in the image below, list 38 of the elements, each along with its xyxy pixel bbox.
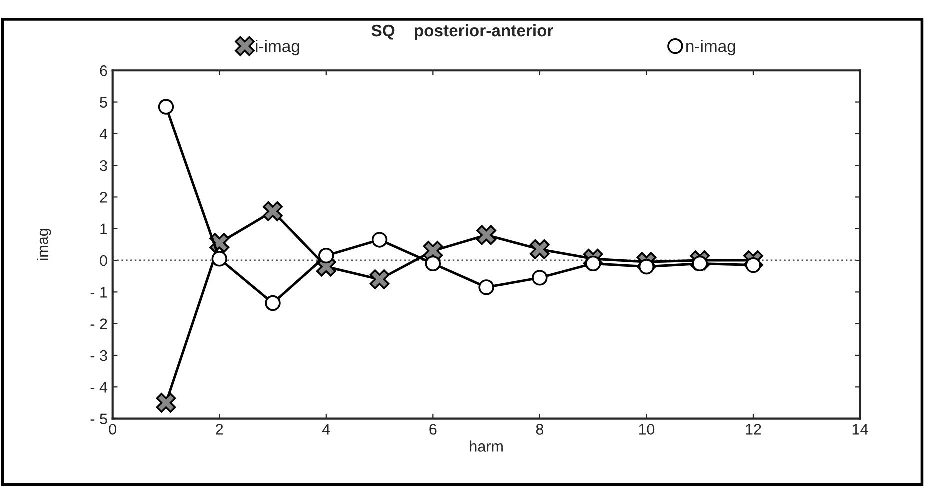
- point: [158, 99, 174, 115]
- x-axis-title: harm: [470, 440, 503, 452]
- point: [156, 393, 176, 413]
- y-tick-label: - 3: [90, 350, 108, 362]
- y-tick-label: 6: [100, 65, 108, 76]
- y-tick-label: - 1: [90, 287, 108, 298]
- y-tick-label: - 2: [90, 318, 108, 330]
- point: [372, 232, 388, 248]
- point: [532, 270, 548, 286]
- y-tick-label: - 5: [90, 414, 108, 425]
- point: [263, 202, 283, 222]
- point: [318, 248, 334, 264]
- point: [478, 280, 494, 296]
- y-tick-label: 0: [100, 255, 108, 266]
- y-axis-title: imag: [37, 229, 52, 260]
- point: [476, 225, 496, 246]
- x-tick-label: 10: [639, 424, 655, 435]
- point: [212, 251, 228, 267]
- chart-title: SQ posterior-anterior: [372, 24, 554, 40]
- x-tick-label: 0: [109, 424, 116, 435]
- x-tick-label: 6: [430, 424, 437, 435]
- point: [530, 240, 550, 260]
- x-tick-label: 8: [536, 424, 544, 435]
- y-tick-label: 4: [100, 128, 108, 140]
- point: [265, 295, 281, 312]
- x-tick-label: 2: [216, 424, 224, 435]
- x-tick-label: 14: [852, 424, 868, 435]
- y-tick-label: 5: [100, 97, 108, 108]
- point: [370, 270, 390, 290]
- legend-label: n-imag: [686, 40, 736, 56]
- y-tick-label: 3: [100, 160, 108, 172]
- point: [425, 256, 442, 272]
- x-tick-label: 12: [746, 424, 762, 435]
- y-tick-label: 2: [100, 192, 108, 203]
- y-tick-label: - 4: [90, 382, 108, 393]
- x-tick-label: 4: [322, 424, 330, 435]
- y-tick-label: 1: [100, 224, 108, 234]
- legend-label: i-imag: [256, 40, 300, 56]
